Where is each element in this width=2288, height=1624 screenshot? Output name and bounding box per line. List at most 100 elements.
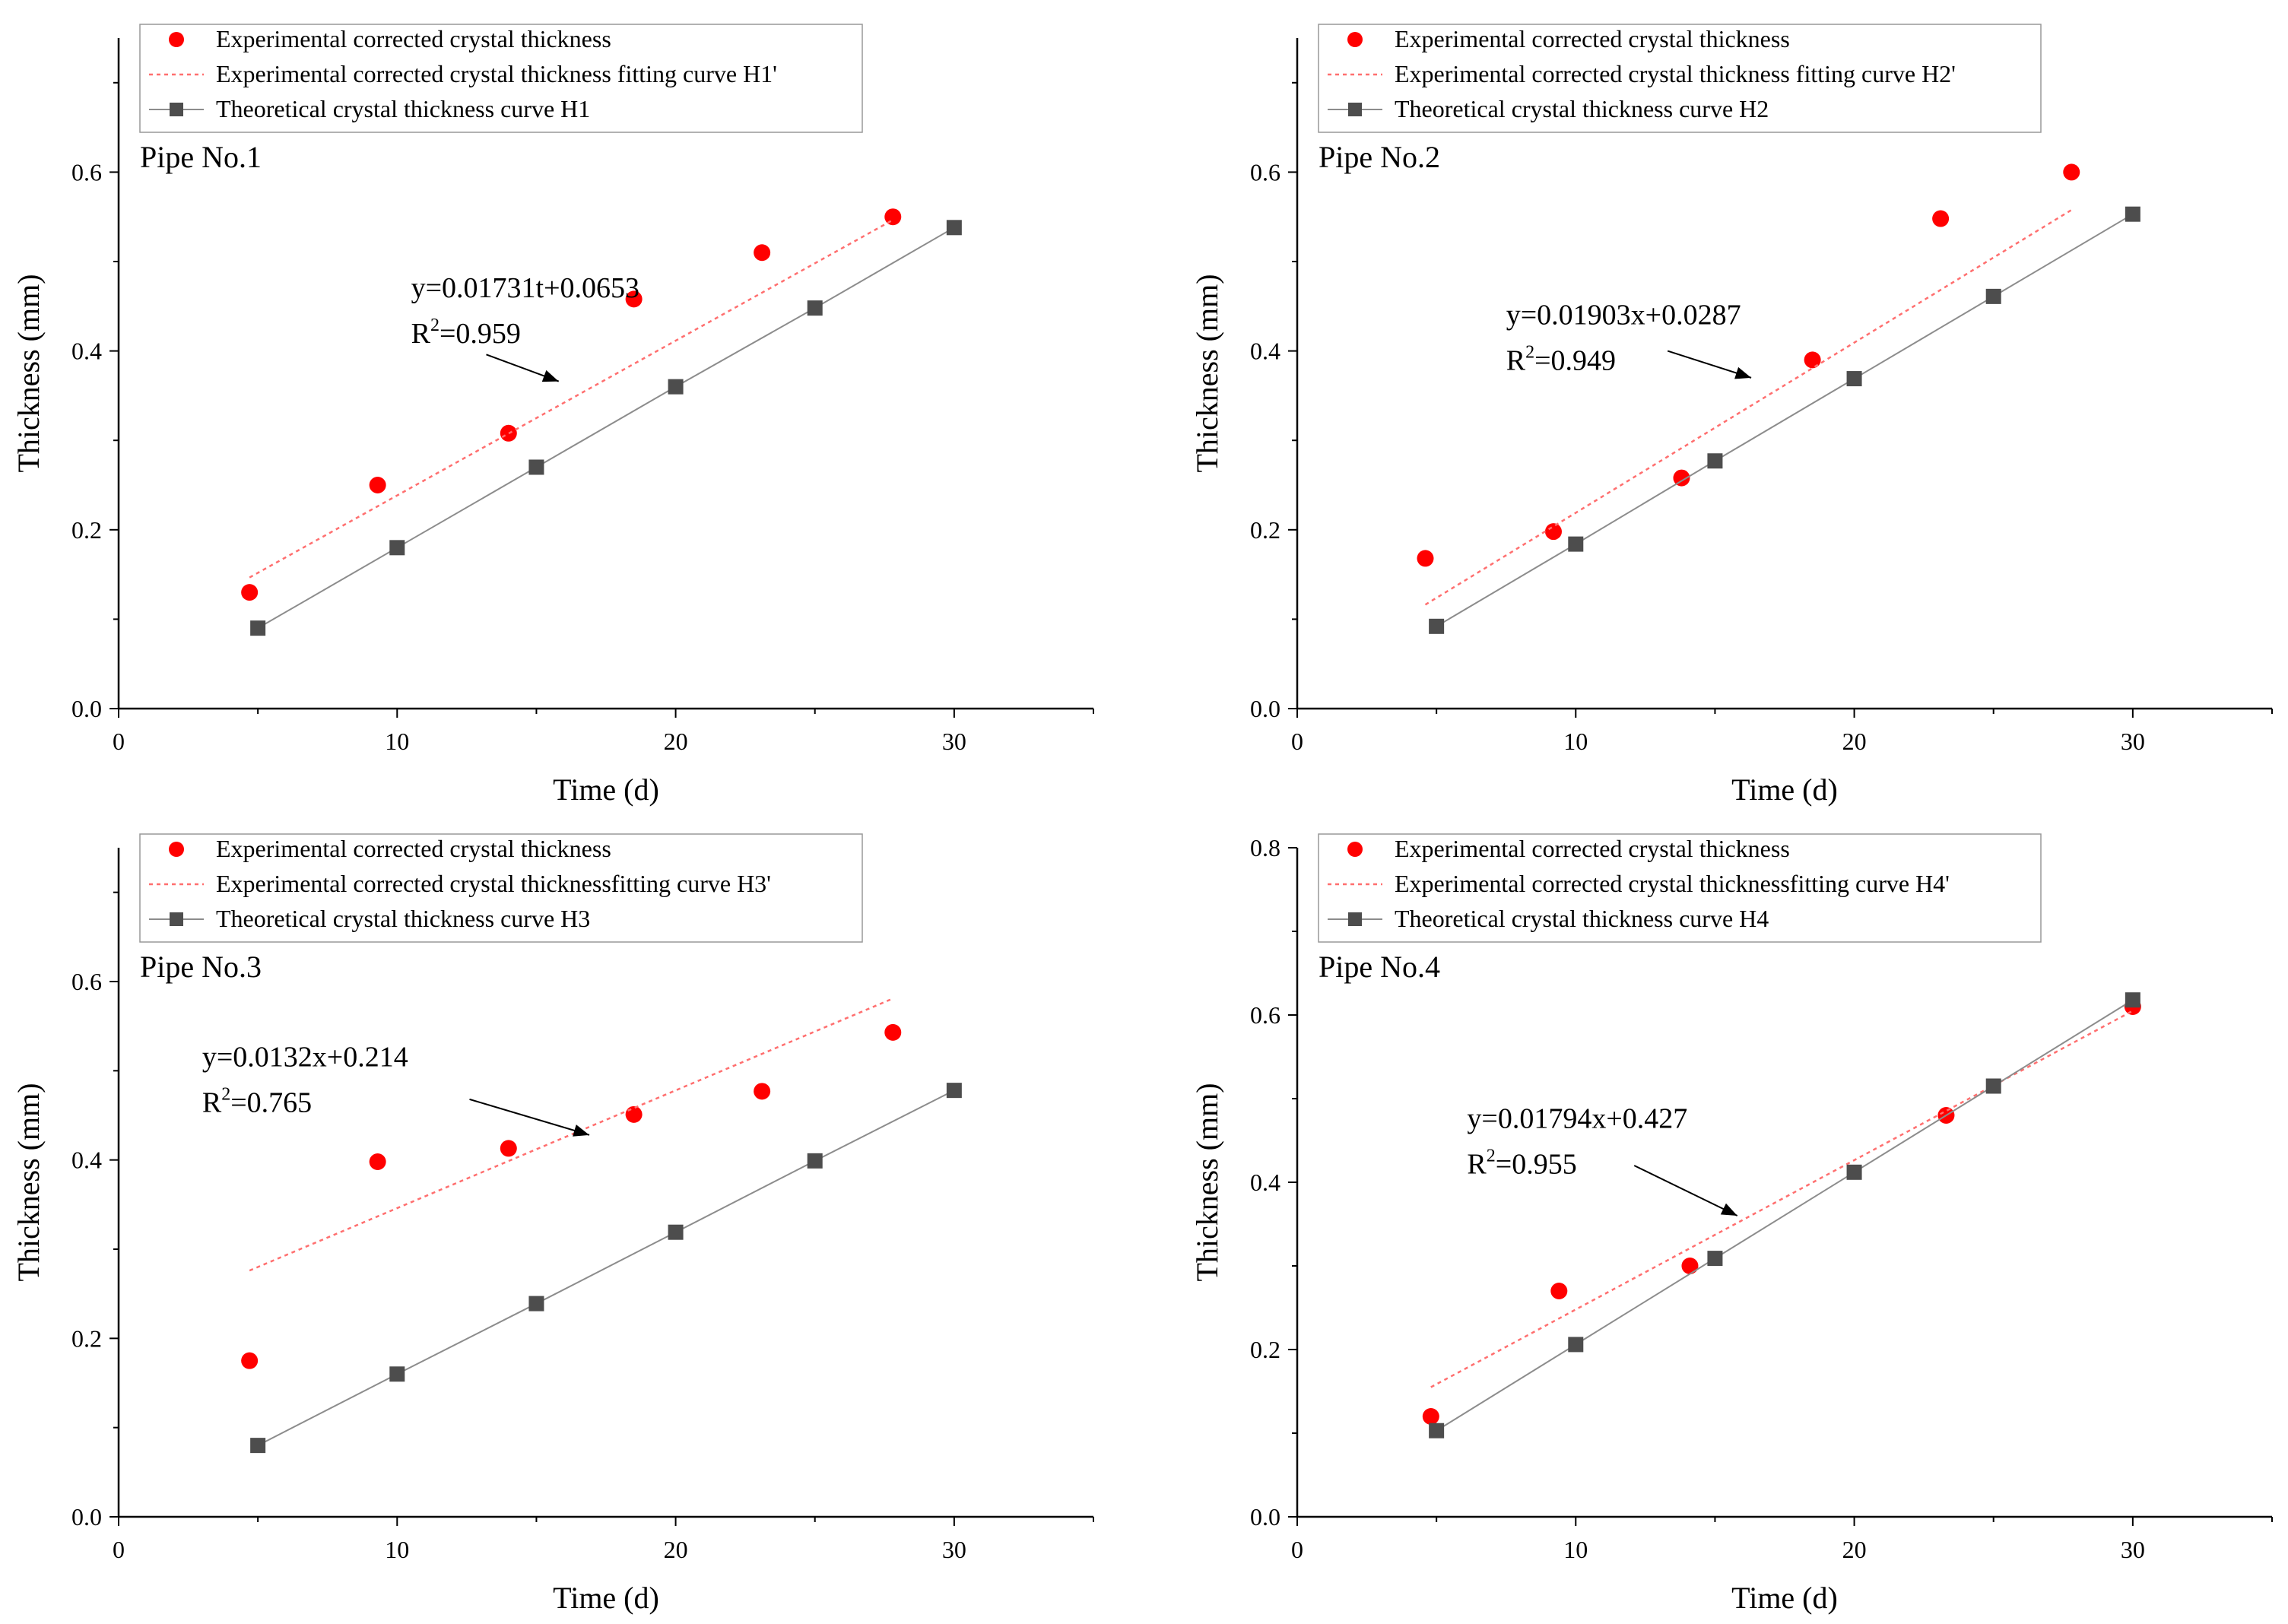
legend-entry: Theoretical crystal thickness curve H1 [216,95,590,122]
legend-entry: Experimental corrected crystal thickness… [216,870,771,897]
fit-equation: y=0.01903x+0.0287 [1506,299,1741,331]
experimental-point [625,290,643,308]
legend-entry: Experimental corrected crystal thickness [1395,835,1790,862]
annotation-arrow-head [1734,366,1752,379]
theoretical-point [668,1224,684,1240]
y-tick-label: 0.4 [1250,1169,1280,1196]
chart-panel-1: 0 10 20 30 0.0 0.2 0.4 0.6 Time (d) Thickness (mm… [11,24,1094,807]
legend-box [1318,24,2042,133]
r-squared-superscript: 2 [430,316,440,335]
fit-equation: y=0.0132x+0.214 [202,1041,408,1073]
x-tick-label: 30 [2121,1536,2145,1563]
theoretical-point [389,1366,405,1382]
theoretical-point [1846,371,1862,387]
annotation-arrow-head [541,370,559,382]
experimental-point [241,1352,259,1369]
x-tick-label: 20 [664,728,688,755]
legend-entry: Theoretical crystal thickness curve H4 [1395,905,1769,932]
x-tick-label: 0 [1291,728,1303,755]
r-squared-value: =0.765 [230,1086,312,1118]
y-axis-title: Thickness (mm) [1190,274,1224,472]
experimental-point [500,424,517,442]
legend-marker-experimental [1347,842,1363,857]
x-axis-title: Time (d) [1731,772,1838,807]
theoretical-point [1568,536,1584,552]
experimental-point [1932,210,1950,227]
x-tick-label: 0 [113,728,125,755]
experimental-point [1673,469,1690,487]
annotation-arrow [469,1098,590,1136]
theoretical-point [389,540,405,556]
x-tick-label: 20 [1842,1536,1867,1563]
theoretical-point [1707,1251,1723,1267]
experimental-point [369,477,386,493]
theoretical-point [946,1083,962,1099]
theoretical-point [250,620,266,636]
x-tick-label: 30 [942,1536,966,1563]
legend-entry: Experimental corrected crystal thickness… [1395,870,1950,897]
x-tick-label: 10 [385,1536,409,1563]
experimental-point [1681,1258,1699,1274]
theoretical-point [528,1296,544,1312]
x-axis-title: Time (d) [553,1581,659,1615]
r-squared-superscript: 2 [1525,342,1534,362]
theoretical-line [1436,213,2134,627]
y-axis-title: Thickness (mm) [11,1083,46,1281]
chart-panel-2: 0 10 20 30 0.0 0.2 0.4 0.6 Time (d) Thickness (mm… [1190,24,2273,807]
chart-panel-4: 0 10 20 30 0.0 0.2 0.4 0.6 0.8 Time (d) Thickness … [1190,833,2273,1615]
annotation-arrow-head [1720,1203,1737,1216]
legend-box [1318,833,2042,943]
x-tick-label: 0 [1291,1536,1303,1563]
r-squared-symbol: R [1467,1149,1487,1181]
experimental-point [241,584,259,601]
experimental-point [1544,523,1562,541]
theoretical-point [1429,618,1445,634]
theoretical-point [668,379,684,395]
theoretical-point [807,1153,823,1169]
x-tick-label: 20 [664,1536,688,1563]
experimental-point [754,244,771,262]
fit-curve [1424,209,2072,606]
theoretical-point [807,300,823,316]
theoretical-point [2125,992,2140,1008]
legend-marker-experimental [169,32,184,47]
experimental-point [2063,163,2080,181]
annotation-arrow [1633,1165,1738,1216]
legend-box [139,833,863,943]
x-axis-title: Time (d) [553,772,659,807]
x-tick-label: 30 [2121,728,2145,755]
theoretical-line [257,227,955,630]
fit-curve [1430,1010,2134,1388]
r-squared-value: =0.949 [1534,344,1616,376]
panel-label: Pipe No.3 [140,950,262,984]
fit-equation: y=0.01731t+0.0653 [411,272,639,304]
legend-entry: Theoretical crystal thickness curve H3 [216,905,590,932]
r-squared-value: =0.959 [440,318,521,350]
r-squared-value: =0.955 [1496,1149,1577,1181]
legend-marker-experimental [1347,32,1363,47]
theoretical-point [1985,1078,2001,1094]
y-axis-title: Thickness (mm) [1190,1083,1224,1281]
theoretical-point [1846,1164,1862,1180]
experimental-point [884,1023,902,1041]
theoretical-point [528,459,544,475]
theoretical-point [1985,288,2001,304]
panel-label: Pipe No.1 [140,140,262,174]
x-axis-title: Time (d) [1731,1581,1838,1615]
chart-panel-3: 0 10 20 30 0.0 0.2 0.4 0.6 Time (d) Thickness (mm… [11,833,1094,1615]
legend-box [139,24,863,133]
r-squared-symbol: R [411,318,431,350]
theoretical-point [250,1438,266,1454]
legend-marker-experimental [169,842,184,857]
experimental-point [500,1140,517,1157]
legend-entry: Experimental corrected crystal thickness [216,25,611,52]
y-tick-label: 0.6 [71,968,102,995]
y-tick-label: 0.4 [71,1147,102,1174]
y-tick-label: 0.6 [1250,1001,1280,1029]
r-squared: R2=0.949 [1506,342,1616,376]
x-tick-label: 10 [385,728,409,755]
fit-curve [249,219,893,579]
experimental-point [1417,550,1434,567]
legend-entry: Experimental corrected crystal thickness [216,835,611,862]
